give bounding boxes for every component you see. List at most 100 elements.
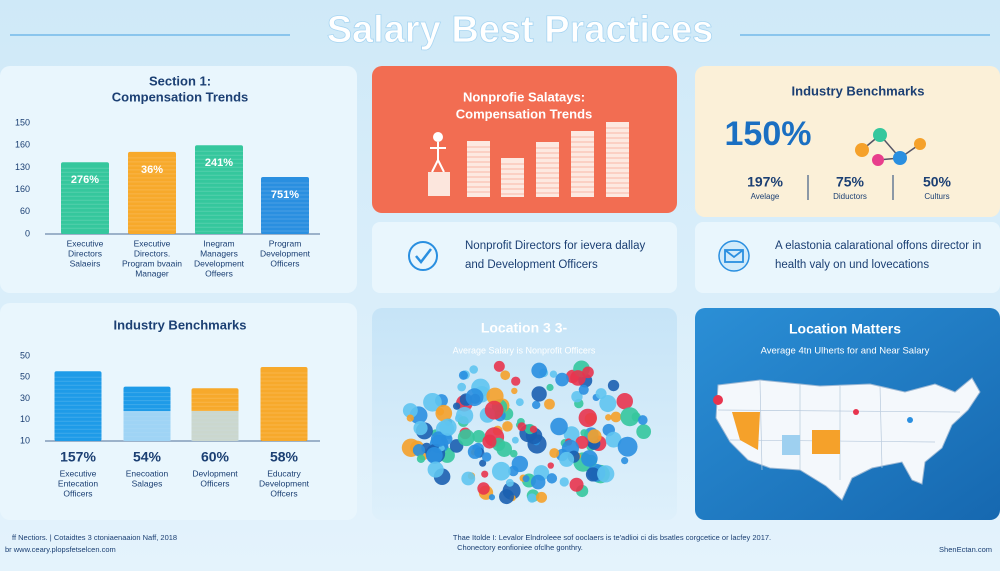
bubble <box>481 470 489 478</box>
bubble <box>493 360 505 372</box>
panel-heading: Compensation Trends <box>456 106 593 121</box>
bubble <box>546 383 554 392</box>
bubble <box>457 382 467 392</box>
bubble <box>536 491 548 503</box>
category-label: Manager <box>135 268 169 278</box>
note-text: Nonprofit Directors for ievera dallay <box>465 240 645 252</box>
bubble <box>430 431 447 447</box>
bubble <box>455 407 474 425</box>
axis-label: 60 <box>20 206 30 216</box>
bubble <box>582 366 594 379</box>
category-label: Offcers <box>270 488 297 498</box>
bubble <box>550 417 568 436</box>
bubble <box>605 431 622 448</box>
bubble <box>469 365 478 374</box>
bubble <box>599 395 617 413</box>
axis-label: 0 <box>25 228 30 238</box>
note-text: health valy on und lovecations <box>775 259 929 271</box>
bubble <box>465 388 484 407</box>
bubble <box>481 452 492 462</box>
axis-label: 160 <box>15 140 30 150</box>
bubble <box>482 434 497 449</box>
panel <box>695 222 1000 293</box>
bubble <box>439 418 457 436</box>
stat-value: 197% <box>747 174 783 190</box>
person-icon <box>428 132 450 196</box>
decorative-bars <box>467 122 629 197</box>
bar-label: 36% <box>141 164 163 176</box>
bubble <box>620 407 640 427</box>
note-text: and Development Officers <box>465 259 598 271</box>
panel-heading: Section 1: <box>149 73 211 88</box>
bubble <box>435 404 453 422</box>
bubble <box>515 398 524 407</box>
bubble <box>511 387 518 395</box>
bubble <box>426 446 443 464</box>
bubble <box>636 424 652 439</box>
check-icon <box>408 241 438 271</box>
axis-label: 130 <box>15 162 30 172</box>
bubble <box>527 493 537 503</box>
bubble <box>457 429 475 447</box>
bubble <box>605 414 612 421</box>
bubble <box>500 370 511 381</box>
bubble <box>570 370 586 386</box>
bubble <box>563 426 580 443</box>
bar-label: 751% <box>271 189 299 201</box>
bubble <box>530 474 546 490</box>
stat-label: Culturs <box>924 192 949 201</box>
bubble <box>511 436 519 444</box>
bubble <box>617 436 638 457</box>
category-label: Executive <box>134 238 171 248</box>
bubble <box>578 384 589 395</box>
bar <box>128 151 176 234</box>
footer-text: ShenEctan.com <box>939 545 992 554</box>
bubble <box>508 465 519 477</box>
panel-heading: Location Matters <box>789 321 901 337</box>
category-label: Program <box>269 238 302 248</box>
stat-label: Diductors <box>833 192 867 201</box>
category-label: Educatry <box>267 468 301 478</box>
bubble <box>559 477 569 487</box>
note-text: A elastonia calarational offons director… <box>775 240 981 252</box>
axis-label: 50 <box>20 350 30 360</box>
axis-label: 50 <box>20 372 30 382</box>
bar-label: 241% <box>205 157 233 169</box>
bubble <box>637 415 648 425</box>
bubble <box>402 403 418 418</box>
bar <box>260 367 308 441</box>
axis-label: 160 <box>15 184 30 194</box>
category-label: Officers <box>63 488 92 498</box>
bubble <box>423 392 442 412</box>
bubble <box>496 441 513 457</box>
bubble <box>509 449 518 458</box>
bubble <box>499 489 514 505</box>
decor-bar <box>501 158 524 197</box>
mail-icon <box>718 240 750 272</box>
bubble <box>597 465 615 483</box>
category-label: Managers <box>200 248 238 258</box>
category-label: Development <box>259 478 310 488</box>
bubble <box>531 362 548 379</box>
category-label: Executive <box>67 238 104 248</box>
bubble <box>621 457 629 465</box>
bubble-cloud <box>401 360 652 505</box>
axis-label: 150 <box>15 117 30 127</box>
bar <box>54 371 102 441</box>
footer-text: ff Nectiors. | Cotaidtes 3 ctoniaenaaion… <box>12 533 177 542</box>
axis-label: 10 <box>20 435 30 445</box>
category-label: Development <box>260 248 311 258</box>
panel <box>372 222 677 293</box>
bubble <box>488 494 496 501</box>
stat-value: 50% <box>923 174 952 190</box>
bubble <box>569 477 584 492</box>
decor-bar <box>467 141 490 197</box>
category-label: Executive <box>60 468 97 478</box>
category-label: Salaeirs <box>70 258 101 268</box>
category-label: Directors. <box>134 248 170 258</box>
bar-label: 60% <box>201 449 230 465</box>
bubble <box>571 390 583 403</box>
bubble <box>413 420 428 436</box>
bubble <box>559 451 575 467</box>
